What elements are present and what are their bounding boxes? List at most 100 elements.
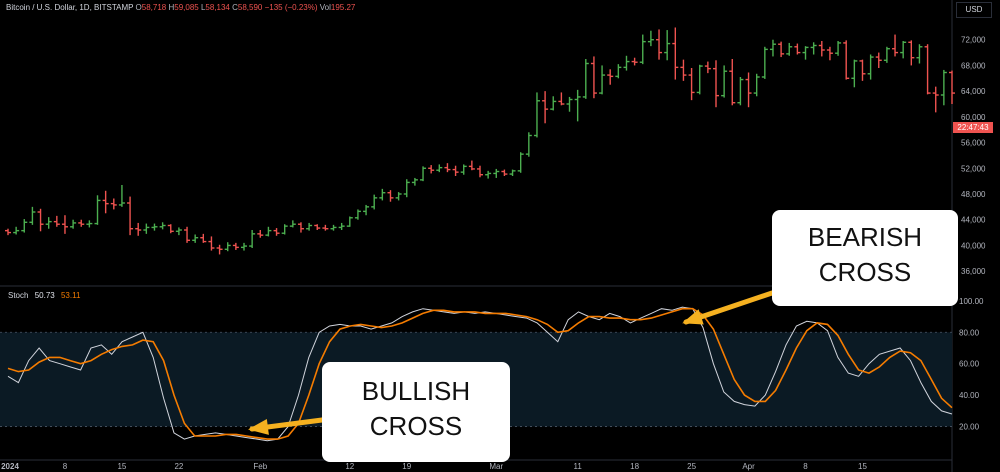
ohlc-bar bbox=[843, 40, 850, 80]
ohlc-bar bbox=[249, 230, 256, 248]
symbol-header: Bitcoin / U.S. Dollar, 1D, BITSTAMP O58,… bbox=[6, 3, 355, 12]
ohlc-bar bbox=[550, 96, 557, 111]
ohlc-bar bbox=[615, 64, 622, 79]
ohlc-bar bbox=[395, 192, 402, 201]
ohlc-bar bbox=[94, 195, 101, 225]
ohlc-bar bbox=[21, 219, 28, 233]
ohlc-bar bbox=[623, 55, 630, 71]
ohlc-bar bbox=[493, 168, 500, 178]
ohlc-bar bbox=[45, 217, 52, 229]
ohlc-bar bbox=[167, 224, 174, 234]
ohlc-bar bbox=[118, 185, 125, 207]
ohlc-bar bbox=[892, 34, 899, 57]
price-tick-label: 72,000 bbox=[961, 36, 986, 45]
bearish-cross-callout: BEARISH CROSS bbox=[772, 210, 958, 306]
ohlc-bar bbox=[949, 70, 955, 104]
ohlc-bar bbox=[680, 59, 687, 81]
bullish-cross-callout: BULLISH CROSS bbox=[322, 362, 510, 462]
ohlc-bar bbox=[485, 170, 492, 179]
ohlc-bar bbox=[647, 30, 654, 47]
ohlc-bar bbox=[192, 234, 199, 243]
time-tick-label: 12 bbox=[345, 462, 354, 471]
ohlc-bar bbox=[582, 59, 589, 99]
time-tick-label: 11 bbox=[573, 462, 582, 471]
ohlc-bar bbox=[525, 132, 532, 157]
time-tick-label: 8 bbox=[803, 462, 808, 471]
ohlc-bar bbox=[29, 206, 36, 225]
close-label: C bbox=[232, 3, 238, 12]
ohlc-bar bbox=[542, 91, 549, 124]
ohlc-bar bbox=[778, 41, 785, 58]
price-tick-label: 36,000 bbox=[961, 267, 986, 276]
ohlc-bar bbox=[607, 69, 614, 85]
ohlc-bar bbox=[818, 41, 825, 57]
time-tick-label: 18 bbox=[630, 462, 639, 471]
ohlc-bar bbox=[241, 242, 247, 251]
ohlc-bar bbox=[745, 72, 752, 108]
ohlc-bar bbox=[769, 39, 776, 57]
bullish-callout-line2: CROSS bbox=[369, 411, 463, 442]
ohlc-bar bbox=[428, 165, 435, 174]
ohlc-bar bbox=[86, 220, 93, 228]
ohlc-bar bbox=[753, 73, 760, 97]
ohlc-bar bbox=[908, 40, 915, 66]
price-tick-label: 40,000 bbox=[961, 241, 986, 250]
stoch-lines bbox=[7, 306, 953, 442]
ohlc-bar bbox=[184, 226, 191, 243]
ohlc-bar bbox=[460, 164, 467, 175]
ohlc-bar bbox=[273, 228, 280, 236]
ohlc-bar bbox=[314, 224, 321, 230]
price-tick-label: 52,000 bbox=[961, 164, 986, 173]
price-tick-label: 60,000 bbox=[961, 113, 986, 122]
ohlc-bar bbox=[867, 54, 874, 80]
volume-label: Vol bbox=[319, 3, 331, 12]
time-tick-label: 8 bbox=[63, 462, 68, 471]
ohlc-bar bbox=[794, 43, 801, 55]
ohlc-bar bbox=[729, 59, 736, 106]
ohlc-bar bbox=[859, 59, 866, 81]
currency-selector[interactable]: USD bbox=[956, 2, 992, 18]
close-value: 58,590 bbox=[237, 3, 263, 12]
ohlc-bar bbox=[721, 65, 728, 98]
ohlc-bar bbox=[802, 46, 809, 60]
symbol-name: Bitcoin / U.S. Dollar, 1D, BITSTAMP bbox=[6, 3, 134, 12]
ohlc-bar bbox=[656, 29, 663, 60]
time-tick-label: 19 bbox=[402, 462, 411, 471]
ohlc-bar bbox=[883, 46, 890, 63]
price-tick-label: 68,000 bbox=[961, 61, 986, 70]
time-tick-label: Mar bbox=[489, 462, 503, 471]
ohlc-bar bbox=[932, 86, 939, 113]
low-value: 58,134 bbox=[205, 3, 230, 12]
ohlc-bar bbox=[810, 42, 817, 55]
open-value: 58,718 bbox=[141, 3, 167, 12]
ohlc-bar bbox=[411, 177, 418, 186]
ohlc-bar bbox=[761, 46, 768, 79]
ohlc-bar bbox=[533, 92, 540, 138]
ohlc-bar bbox=[566, 96, 573, 112]
ohlc-bar bbox=[5, 228, 11, 236]
stoch-tick-label: 80.00 bbox=[959, 328, 980, 337]
callout-arrows bbox=[248, 290, 775, 435]
stoch-d-line bbox=[7, 307, 953, 440]
ohlc-bar bbox=[737, 77, 744, 106]
change-value: −135 (−0.23%) bbox=[264, 3, 318, 12]
ohlc-bar bbox=[216, 244, 223, 255]
time-tick-label: Apr bbox=[742, 462, 755, 471]
ohlc-bar bbox=[151, 223, 158, 231]
ohlc-bar bbox=[13, 226, 20, 235]
bearish-arrow bbox=[682, 290, 775, 325]
ohlc-bar bbox=[590, 56, 597, 99]
ohlc-bar bbox=[175, 227, 182, 236]
bullish-arrow bbox=[248, 417, 325, 435]
ohlc-bar bbox=[289, 220, 296, 228]
ohlc-bar bbox=[61, 215, 68, 234]
ohlc-bar bbox=[53, 215, 60, 227]
ohlc-bar bbox=[704, 61, 711, 74]
axis-labels: 36,000 40,000 44,000 48,000 52,000 56,000 60,0… bbox=[1, 36, 986, 471]
time-tick-label: 15 bbox=[858, 462, 867, 471]
open-label: O bbox=[135, 3, 142, 12]
bearish-callout-line2: CROSS bbox=[818, 257, 912, 288]
ohlc-bar bbox=[322, 224, 329, 231]
ohlc-bar bbox=[102, 190, 109, 214]
ohlc-bar bbox=[420, 166, 427, 182]
